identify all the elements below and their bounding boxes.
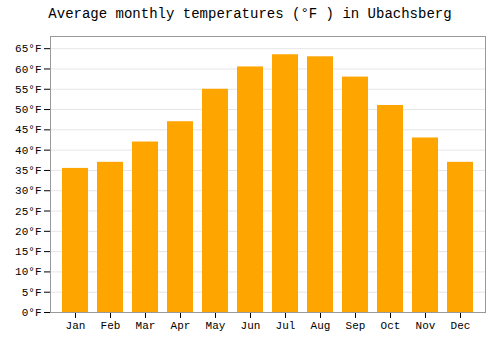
svg-text:20°F: 20°F bbox=[15, 226, 41, 238]
svg-text:15°F: 15°F bbox=[15, 246, 41, 258]
svg-text:Nov: Nov bbox=[416, 320, 436, 332]
svg-text:50°F: 50°F bbox=[15, 104, 41, 116]
svg-text:40°F: 40°F bbox=[15, 145, 41, 157]
svg-text:Apr: Apr bbox=[171, 320, 191, 332]
svg-text:10°F: 10°F bbox=[15, 266, 41, 278]
svg-text:Sep: Sep bbox=[346, 320, 366, 332]
svg-text:55°F: 55°F bbox=[15, 84, 41, 96]
svg-text:5°F: 5°F bbox=[22, 287, 42, 299]
svg-text:Feb: Feb bbox=[101, 320, 121, 332]
svg-text:35°F: 35°F bbox=[15, 165, 41, 177]
svg-text:Jan: Jan bbox=[66, 320, 86, 332]
svg-text:65°F: 65°F bbox=[15, 43, 41, 55]
svg-text:0°F: 0°F bbox=[22, 307, 42, 319]
svg-text:Dec: Dec bbox=[451, 320, 471, 332]
svg-text:30°F: 30°F bbox=[15, 185, 41, 197]
html-text:Average monthly temperatures (: Average monthly temperatures (°F ) in Ub… bbox=[48, 6, 452, 22]
svg-text:45°F: 45°F bbox=[15, 124, 41, 136]
svg-text:May: May bbox=[206, 320, 226, 332]
svg-text:25°F: 25°F bbox=[15, 206, 41, 218]
svg-text:Jun: Jun bbox=[241, 320, 261, 332]
svg-text:Aug: Aug bbox=[311, 320, 331, 332]
svg-text:Oct: Oct bbox=[381, 320, 401, 332]
svg-text:Mar: Mar bbox=[136, 320, 156, 332]
svg-text:Jul: Jul bbox=[276, 320, 296, 332]
svg-text:60°F: 60°F bbox=[15, 63, 41, 75]
